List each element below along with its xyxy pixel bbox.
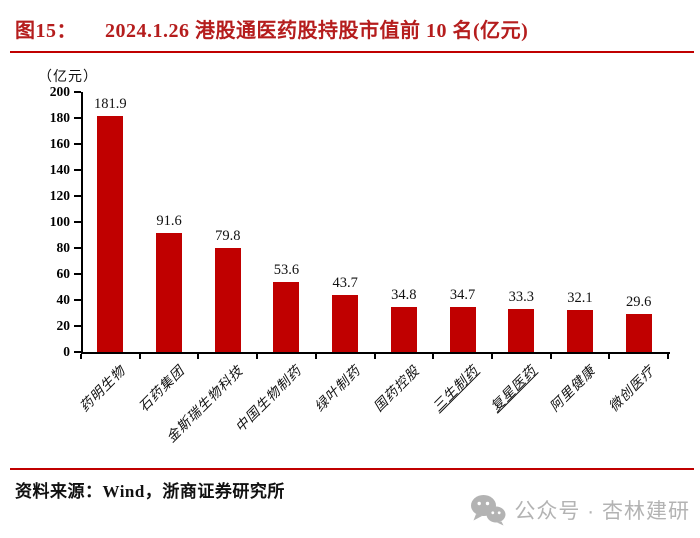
x-axis-tick-mark	[490, 354, 493, 359]
y-axis-tick-mark	[74, 91, 81, 93]
bar-阿里健康	[566, 310, 593, 352]
x-axis-category-label: 阿里健康	[546, 362, 599, 415]
x-axis-category-label: 绿叶制药	[311, 362, 364, 415]
bar-三生制药	[449, 306, 476, 352]
y-axis-unit-label: （亿元）	[38, 70, 98, 85]
watermark: 公众号 · 杏林建研	[470, 494, 690, 526]
figure-number-label: 图15：	[15, 20, 77, 42]
chart-title: 2024.1.26 港股通医药股持股市值前 10 名(亿元)	[105, 20, 529, 42]
data-source-note: 资料来源：Wind，浙商证券研究所	[15, 482, 285, 501]
bar-复星医药	[508, 308, 535, 352]
y-axis-tick-label: 140	[49, 162, 70, 177]
y-axis-tick-mark	[74, 195, 81, 197]
x-axis-category-label: 三生制药	[429, 362, 481, 415]
x-axis-category-label: 药明生物	[77, 362, 129, 415]
bar-金斯瑞生物科技	[214, 248, 241, 352]
x-axis-tick-mark	[314, 354, 317, 359]
y-axis-tick-label: 80	[56, 240, 71, 255]
wechat-icon	[471, 495, 506, 526]
y-axis-tick-label: 20	[56, 318, 71, 333]
bar-value-label: 181.9	[94, 95, 127, 112]
y-axis-tick-mark	[74, 325, 81, 327]
x-axis-category-label: 复星医药	[488, 362, 540, 415]
y-axis-tick-mark	[74, 247, 81, 249]
x-axis-tick-mark	[549, 354, 552, 359]
x-axis-tick-mark	[256, 354, 259, 359]
title-divider-line	[10, 51, 694, 53]
y-axis-tick-label: 0	[63, 344, 70, 359]
bar-药明生物	[97, 115, 124, 352]
bar-value-label: 33.3	[508, 288, 534, 305]
x-axis-tick-mark	[138, 354, 141, 359]
x-axis-category-label: 国药控股	[370, 362, 423, 415]
bar-value-label: 53.6	[273, 262, 300, 279]
y-axis-tick-mark	[74, 169, 81, 171]
bar-value-label: 43.7	[332, 275, 358, 292]
x-axis-tick-mark	[197, 354, 200, 359]
bar-chart-plot-area	[81, 92, 670, 354]
x-axis-category-label: 石药集团	[135, 362, 188, 415]
y-axis-tick-label: 180	[49, 110, 70, 125]
y-axis-tick-mark	[74, 143, 81, 145]
y-axis-tick-label: 200	[49, 84, 70, 99]
bar-value-label: 79.8	[215, 228, 241, 245]
bar-国药控股	[390, 306, 417, 352]
y-axis-tick-mark	[74, 273, 81, 275]
y-axis-tick-label: 60	[56, 266, 71, 281]
x-axis-tick-mark	[80, 354, 82, 359]
x-axis-tick-mark	[608, 354, 611, 359]
bar-微创医疗	[625, 313, 652, 352]
x-axis-category-label: 微创医疗	[605, 362, 658, 415]
y-axis-tick-label: 160	[49, 136, 70, 151]
footer-divider-line	[10, 468, 694, 470]
bar-中国生物制药	[273, 282, 300, 352]
bar-石药集团	[156, 232, 183, 352]
watermark-text: 公众号 · 杏林建研	[514, 500, 690, 523]
bar-value-label: 34.7	[449, 286, 476, 303]
bar-value-label: 34.8	[391, 286, 417, 303]
y-axis-tick-mark	[74, 117, 81, 119]
y-axis-tick-label: 120	[49, 188, 70, 203]
y-axis-tick-label: 40	[56, 292, 71, 307]
chart-title-row: 图15： 2024.1.26 港股通医药股持股市值前 10 名(亿元)	[15, 14, 528, 43]
x-axis-tick-mark	[667, 354, 669, 359]
y-axis-tick-mark	[74, 221, 81, 223]
bar-value-label: 91.6	[156, 212, 182, 229]
y-axis-tick-mark	[74, 299, 81, 301]
bar-value-label: 32.1	[567, 290, 593, 307]
y-axis-tick-mark	[74, 351, 81, 353]
x-axis-tick-mark	[373, 354, 376, 359]
bar-value-label: 29.6	[625, 293, 652, 310]
bar-绿叶制药	[332, 295, 359, 352]
y-axis-tick-label: 100	[49, 214, 70, 229]
x-axis-tick-mark	[432, 354, 435, 359]
